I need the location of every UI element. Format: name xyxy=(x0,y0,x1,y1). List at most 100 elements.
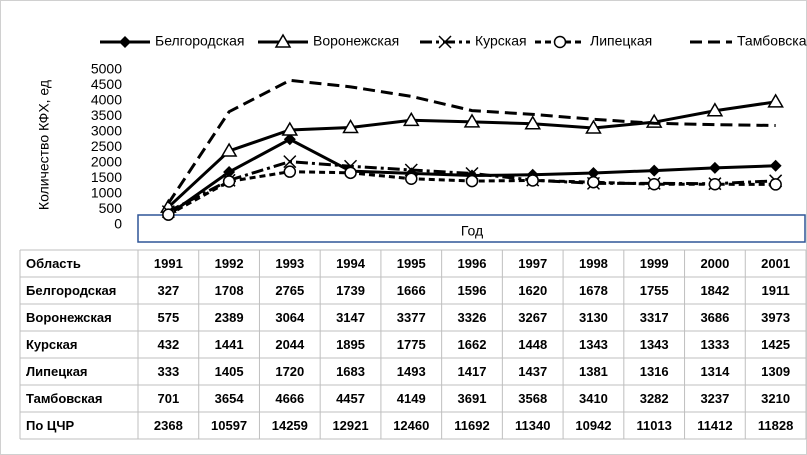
y-tick-label: 2500 xyxy=(91,138,122,154)
legend-label: Курская xyxy=(475,33,527,49)
table-value: 1417 xyxy=(458,364,487,379)
table-value: 1842 xyxy=(700,283,729,298)
table-value: 1683 xyxy=(336,364,365,379)
series-marker xyxy=(283,155,297,169)
x-tick-label: 1991 xyxy=(154,256,183,271)
row-label: Белгородская xyxy=(26,283,116,298)
table-value: 1437 xyxy=(518,364,547,379)
row-label: Воронежская xyxy=(26,310,112,325)
x-tick-label: 1997 xyxy=(518,256,547,271)
table-value: 701 xyxy=(158,391,180,406)
table-value: 3654 xyxy=(215,391,245,406)
series-marker xyxy=(526,174,539,187)
y-tick-label: 3000 xyxy=(91,123,122,139)
table-value: 1314 xyxy=(700,364,730,379)
y-tick-label: 2000 xyxy=(91,154,122,170)
table-value: 2765 xyxy=(275,283,304,298)
table-value: 4149 xyxy=(397,391,426,406)
y-tick-label: 4500 xyxy=(91,76,122,92)
series-marker xyxy=(767,93,784,108)
table-value: 11412 xyxy=(697,418,732,433)
legend-label: Липецкая xyxy=(590,33,652,49)
legend-marker xyxy=(274,33,292,48)
series-line xyxy=(167,78,776,205)
series-marker xyxy=(769,159,782,172)
legend-marker xyxy=(553,35,567,49)
table-value: 1333 xyxy=(700,337,729,352)
table-value: 1755 xyxy=(640,283,669,298)
table-value: 11692 xyxy=(454,418,489,433)
table-value: 2389 xyxy=(215,310,244,325)
series-marker xyxy=(465,174,479,188)
table-value: 1620 xyxy=(518,283,547,298)
table-value: 333 xyxy=(158,364,180,379)
table-value: 3326 xyxy=(458,310,487,325)
table-value: 11013 xyxy=(636,418,671,433)
table-value: 3410 xyxy=(579,391,608,406)
table-value: 1448 xyxy=(518,337,547,352)
x-axis-label: Год xyxy=(461,223,483,239)
table-value: 3267 xyxy=(518,310,547,325)
y-tick-label: 1500 xyxy=(91,169,122,185)
legend-label: Белгородская xyxy=(155,33,245,49)
y-axis-label: Количество КФХ, ед xyxy=(36,80,52,210)
series-marker xyxy=(647,177,661,191)
table-value: 2044 xyxy=(275,337,305,352)
series-marker xyxy=(708,178,722,191)
table-header: Область xyxy=(26,256,81,271)
series-marker xyxy=(281,121,299,136)
table-value: 1720 xyxy=(275,364,304,379)
series-marker xyxy=(769,178,782,191)
x-tick-label: 2000 xyxy=(700,256,729,271)
table-value: 1708 xyxy=(215,283,244,298)
row-label: По ЦЧР xyxy=(26,418,75,433)
series-marker xyxy=(402,111,420,127)
series-marker xyxy=(342,118,359,134)
table-value: 1309 xyxy=(761,364,790,379)
legend-marker xyxy=(119,36,131,48)
table-value: 1343 xyxy=(579,337,608,352)
y-tick-label: 4000 xyxy=(91,92,122,108)
x-tick-label: 1994 xyxy=(336,256,366,271)
row-label: Тамбовская xyxy=(26,391,102,406)
y-tick-label: 500 xyxy=(99,200,123,216)
series-marker xyxy=(283,133,296,146)
table-value: 1493 xyxy=(397,364,426,379)
series-marker xyxy=(283,165,297,178)
table-value: 575 xyxy=(158,310,180,325)
x-tick-label: 2001 xyxy=(761,256,790,271)
table-value: 1911 xyxy=(762,283,790,298)
table-value: 3568 xyxy=(518,391,547,406)
series-marker xyxy=(587,166,600,179)
table-value: 1343 xyxy=(640,337,669,352)
table-value: 1425 xyxy=(761,337,790,352)
series-marker xyxy=(706,102,724,117)
y-tick-label: 0 xyxy=(114,216,122,232)
y-tick-label: 3500 xyxy=(91,107,122,123)
table-value: 1381 xyxy=(579,364,608,379)
table-value: 1666 xyxy=(397,283,426,298)
table-value: 10942 xyxy=(575,418,611,433)
table-value: 3691 xyxy=(458,391,487,406)
table-value: 3686 xyxy=(700,310,729,325)
table-value: 4666 xyxy=(275,391,304,406)
y-tick-label: 1000 xyxy=(91,185,122,201)
series-marker xyxy=(162,208,175,221)
table-value: 1895 xyxy=(336,337,365,352)
x-tick-label: 1993 xyxy=(275,256,304,271)
table-value: 3282 xyxy=(640,391,669,406)
series-marker xyxy=(708,161,721,174)
table-value: 432 xyxy=(158,337,180,352)
table-value: 1775 xyxy=(397,337,426,352)
series-marker xyxy=(524,115,542,130)
series-marker xyxy=(648,164,661,177)
x-axis-box xyxy=(137,214,806,243)
table-value: 1316 xyxy=(640,364,669,379)
table-value: 14259 xyxy=(272,418,308,433)
table-value: 3210 xyxy=(761,391,790,406)
table-value: 3973 xyxy=(761,310,790,325)
x-tick-label: 1995 xyxy=(397,256,426,271)
table-value: 4457 xyxy=(336,391,365,406)
x-tick-label: 1998 xyxy=(579,256,608,271)
series-marker xyxy=(220,142,238,157)
